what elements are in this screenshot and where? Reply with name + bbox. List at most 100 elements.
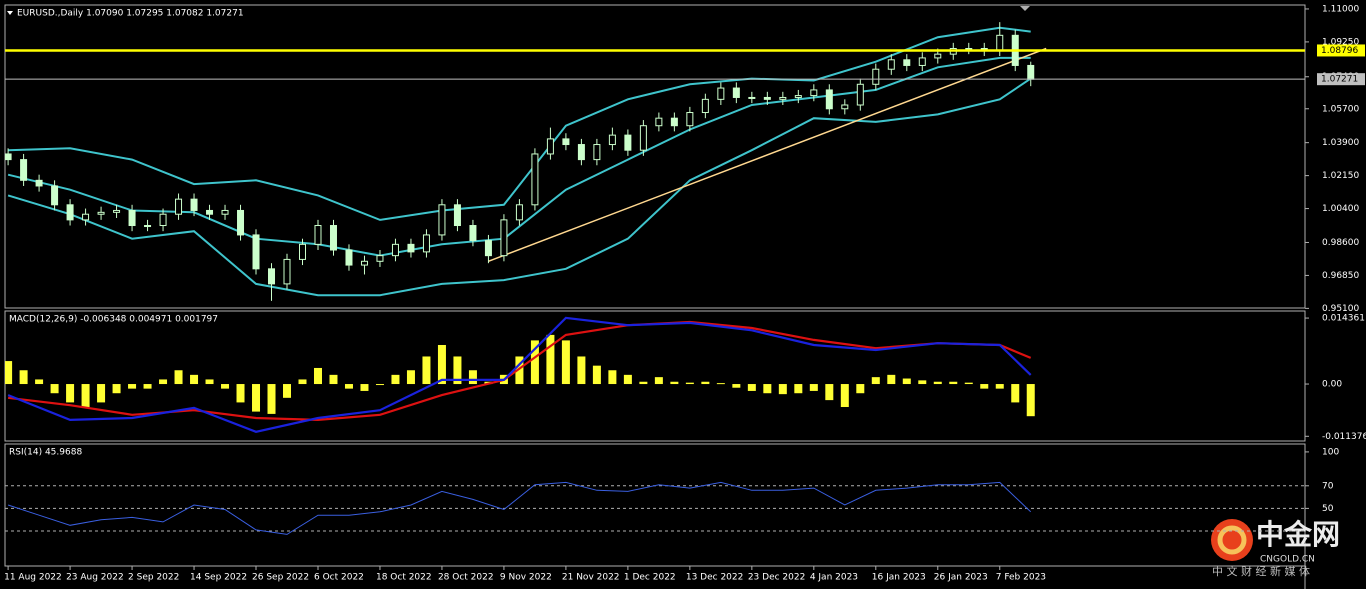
candle-body	[20, 159, 28, 181]
x-tick-label: 23 Dec 2022	[748, 573, 806, 583]
y-tick-label: 1.03900	[1322, 138, 1359, 148]
candle-body	[97, 211, 105, 215]
macd-bar	[313, 367, 322, 385]
candle-body	[144, 225, 152, 228]
macd-bar	[887, 374, 896, 385]
macd-line	[7, 320, 1032, 422]
candle-body	[593, 144, 601, 161]
macd-bar	[97, 384, 106, 403]
candle-body	[500, 219, 508, 257]
candle-body	[407, 243, 415, 253]
macd-line	[7, 316, 1032, 433]
plot-area	[5, 481, 1305, 535]
x-tick-label: 26 Jan 2023	[934, 573, 988, 583]
watermark-domain: CNGOLD.CN	[1260, 555, 1315, 565]
macd-bar	[933, 381, 942, 385]
macd-bar	[949, 381, 958, 385]
macd-bar	[437, 344, 446, 385]
candle-body	[283, 258, 291, 285]
candle-body	[531, 153, 539, 206]
x-tick-label: 13 Dec 2022	[686, 573, 744, 583]
candle-body	[453, 204, 461, 227]
logo-circle	[1211, 519, 1253, 561]
y-tick-label: 70	[1322, 481, 1334, 491]
candle-body	[934, 53, 942, 59]
bollinger-band	[7, 56, 1031, 257]
macd-bar	[623, 374, 632, 385]
price-level-box	[1317, 73, 1365, 86]
macd-bar	[406, 370, 415, 385]
macd-bar	[1026, 384, 1035, 417]
macd-bar	[190, 374, 199, 385]
macd-bar	[716, 383, 725, 385]
y-tick-label: 1.11000	[1322, 4, 1359, 14]
x-tick-label: 18 Oct 2022	[376, 573, 432, 583]
candle-body	[887, 59, 895, 70]
candle-body	[221, 209, 229, 215]
y-tick-label: 0.95100	[1322, 304, 1359, 314]
y-tick-label: 0.96850	[1322, 271, 1359, 281]
candle-body	[345, 249, 353, 266]
x-tick-label: 28 Oct 2022	[438, 573, 494, 583]
candle-body	[175, 198, 183, 215]
macd-bar	[360, 384, 369, 391]
candle-body	[237, 209, 245, 236]
candle-body	[732, 87, 740, 98]
candle-body	[717, 87, 725, 100]
macd-bar	[112, 384, 121, 394]
y-tick-label: 100	[1322, 447, 1339, 457]
candle-body	[608, 134, 616, 146]
panel-title: MACD(12,26,9) -0.006348 0.004971 0.00179…	[9, 315, 218, 325]
macd-bar	[221, 384, 230, 389]
macd-bar	[422, 356, 431, 385]
macd-panel	[4, 310, 1306, 442]
candle-body	[794, 95, 802, 98]
macd-bar	[809, 384, 818, 391]
macd-bar	[35, 379, 44, 385]
x-tick-label: 21 Nov 2022	[562, 573, 620, 583]
candle-body	[159, 213, 167, 227]
macd-bar	[577, 356, 586, 385]
candle-body	[391, 243, 399, 257]
macd-bar	[19, 370, 28, 385]
macd-bar	[81, 384, 90, 408]
candle-body	[5, 153, 12, 161]
candle-body	[903, 59, 911, 66]
candle-body	[51, 185, 59, 206]
macd-bar	[840, 384, 849, 408]
candle-body	[996, 34, 1004, 51]
logo-ring	[1217, 525, 1247, 555]
macd-bar	[329, 374, 338, 385]
macd-bar	[530, 340, 539, 385]
macd-bar	[995, 384, 1004, 389]
macd-bar	[856, 384, 865, 394]
candle-body	[546, 138, 554, 155]
macd-bar	[654, 377, 663, 385]
macd-bar	[747, 384, 756, 391]
macd-bar	[128, 384, 137, 389]
candle-body	[206, 209, 214, 215]
watermark-name: 中金网	[1256, 518, 1340, 551]
y-tick-label: 1.05700	[1322, 104, 1359, 114]
candle-body	[438, 204, 446, 236]
y-tick-label: 0.00	[1322, 380, 1342, 390]
candle-body	[268, 268, 276, 285]
macd-bar	[794, 384, 803, 394]
y-tick-label: 1.00400	[1322, 204, 1359, 214]
macd-bar	[5, 361, 13, 385]
candle-body	[376, 255, 384, 262]
macd-bar	[283, 384, 292, 398]
watermark: 中金网 CNGOLD.CN 中 文 财 经 新 媒 体	[1211, 518, 1340, 578]
macd-bar	[174, 370, 183, 385]
candle-body	[329, 225, 337, 251]
candle-body	[484, 240, 492, 257]
x-tick-label: 23 Aug 2022	[66, 573, 124, 583]
x-tick-label: 7 Feb 2023	[996, 573, 1046, 583]
rsi-line	[7, 481, 1032, 535]
candle-body	[856, 83, 864, 106]
macd-bar	[1011, 384, 1020, 403]
x-tick-label: 2 Sep 2022	[128, 573, 179, 583]
macd-bar	[267, 384, 276, 414]
macd-bar	[685, 382, 694, 385]
macd-bar	[670, 381, 679, 385]
